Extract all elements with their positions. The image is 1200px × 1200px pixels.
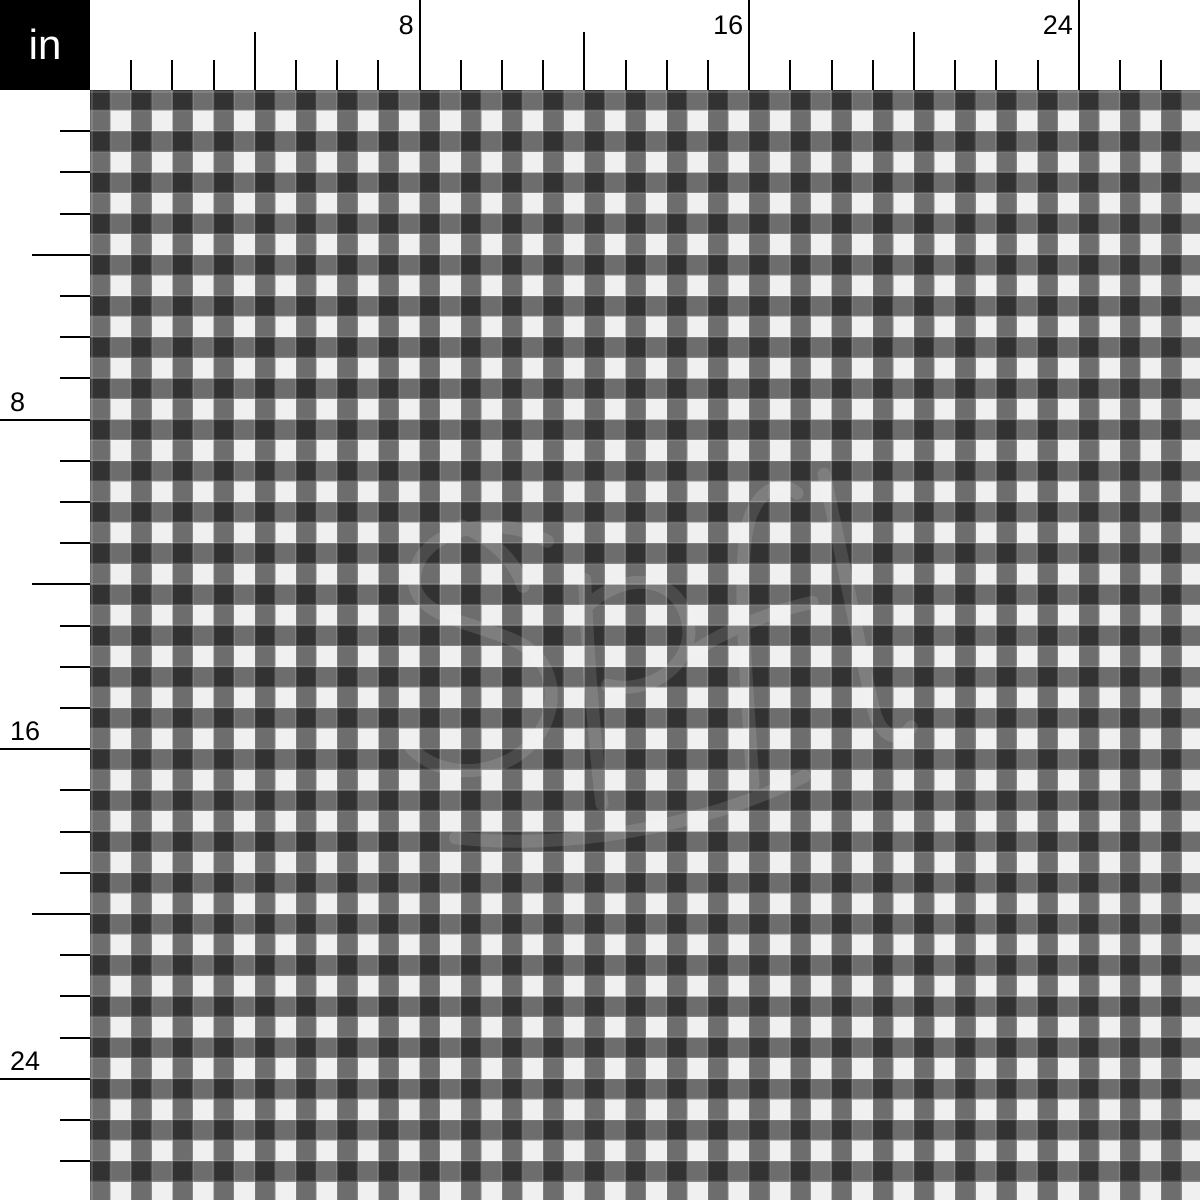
unit-badge[interactable]: in [0,0,90,90]
ruler-top-tick [253,32,256,90]
ruler-left-tick [60,501,90,503]
ruler-top-label: 16 [713,10,744,40]
ruler-left-tick [60,789,90,792]
ruler-left-tick [60,171,90,174]
ruler-top-label: 8 [398,10,414,40]
ruler-left-label: 24 [10,1045,41,1076]
ruler-top-tick [459,60,462,90]
ruler-left-label: 16 [10,716,41,747]
ruler-top-tick [295,60,297,90]
ruler-left-tick [32,253,90,256]
unit-badge-label: in [28,21,62,68]
ruler-left-tick [60,1119,90,1121]
ruler-top-tick [748,0,751,90]
ruler-top-tick [542,60,545,90]
ruler-top-tick [1119,60,1121,90]
ruler-left-tick [60,830,90,833]
ruler-top-tick [336,60,339,90]
ruler-top-tick [707,60,709,90]
gingham-pattern-fill [90,90,1200,1200]
ruler-left-tick [60,336,90,339]
ruler-left-tick [60,212,90,215]
ruler-left-tick [32,583,90,586]
ruler-top-tick [583,32,586,90]
ruler-top-tick [212,60,215,90]
ruler-top-tick [501,60,503,90]
ruler-left-tick [60,871,90,874]
ruler-left-tick [0,418,90,421]
ruler-left-tick [0,1077,90,1080]
ruler-top-tick [171,60,174,90]
ruler-left-tick [60,954,90,957]
ruler-top-tick [871,60,874,90]
ruler-left-tick [60,295,90,297]
ruler-left: 8 16 24 [0,0,90,1200]
ruler-top-tick [377,60,380,90]
ruler-top-tick [995,60,998,90]
ruler-top-tick [913,32,915,90]
fabric-swatch[interactable] [90,90,1200,1200]
ruler-top-tick [1077,0,1080,90]
ruler-top-tick [418,0,421,90]
ruler-top-tick [954,60,957,90]
ruler-top-tick [1036,60,1039,90]
ruler-top-tick [665,60,668,90]
ruler-top-label: 24 [1042,10,1073,40]
ruler-top-tick [130,60,133,90]
ruler-left-tick [0,748,90,751]
ruler-left-tick [60,995,90,998]
ruler-left-tick [60,1036,90,1039]
ruler-top: 8 16 24 [0,0,1200,90]
ruler-left-tick [60,377,90,380]
ruler-left-tick [60,542,90,545]
ruler-left-tick [60,1160,90,1163]
ruler-left-tick [60,459,90,462]
ruler-top-tick [624,60,627,90]
ruler-left-tick [60,130,90,133]
ruler-top-tick [1160,60,1163,90]
ruler-left-label: 8 [10,386,26,417]
ruler-left-tick [60,624,90,627]
ruler-top-tick [830,60,833,90]
ruler-left-tick [60,665,90,668]
ruler-left-tick [60,707,90,709]
ruler-left-tick [32,913,90,915]
ruler-top-tick [789,60,792,90]
